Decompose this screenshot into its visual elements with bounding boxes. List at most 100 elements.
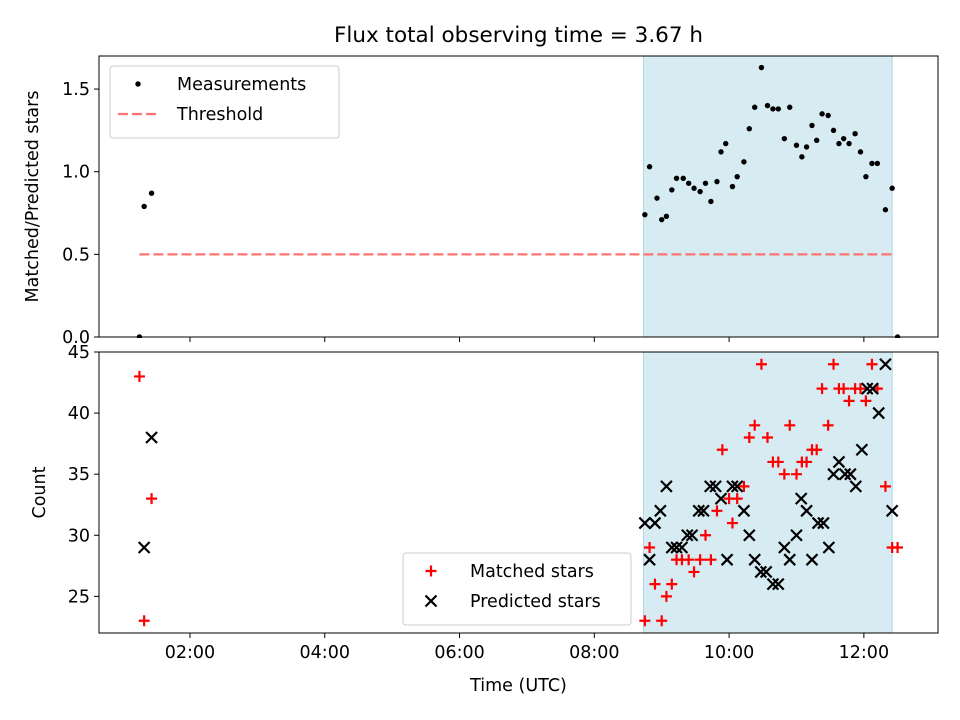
- predicted-stars-point: [866, 382, 879, 395]
- measurements-point: [642, 211, 648, 218]
- y-tick-label: 45: [68, 343, 90, 363]
- measurements-point: [646, 164, 653, 170]
- measurements-point: [697, 188, 703, 195]
- measurements-point: [758, 64, 765, 71]
- matched-stars-point: [822, 419, 834, 431]
- matched-stars-point: [660, 590, 672, 602]
- measurements-point: [852, 130, 858, 137]
- matched-stars-point: [811, 444, 823, 456]
- measurements-point: [799, 154, 805, 160]
- matched-stars-point: [772, 456, 784, 468]
- predicted-stars-series: [137, 357, 899, 591]
- matched-stars-point: [705, 554, 717, 566]
- measurements-point: [729, 183, 736, 190]
- predicted-stars-point: [778, 541, 791, 554]
- y-tick-label: 0.0: [62, 328, 90, 348]
- measurements-point: [741, 159, 747, 165]
- matched-stars-point: [694, 554, 706, 566]
- matched-stars-point: [133, 370, 145, 382]
- predicted-stars-point: [860, 382, 874, 395]
- measurements-point: [659, 216, 665, 223]
- matched-stars-point: [866, 358, 878, 370]
- matched-stars-point: [790, 468, 802, 480]
- measurements-point: [752, 104, 758, 110]
- legend-label: Matched stars: [470, 562, 594, 582]
- matched-stars-point: [666, 578, 678, 590]
- count-legend: Matched stars Predicted stars: [402, 552, 632, 626]
- predicted-stars-point: [805, 553, 819, 566]
- predicted-stars-point: [872, 406, 885, 420]
- predicted-stars-point: [855, 443, 869, 457]
- predicted-stars-point: [726, 480, 739, 493]
- measurements-point: [685, 180, 692, 186]
- legend-label: Predicted stars: [470, 592, 601, 612]
- measurements-point: [663, 213, 670, 220]
- matched-stars-point: [731, 493, 743, 505]
- measurements-point: [830, 127, 837, 134]
- legend-box: [402, 552, 632, 626]
- predicted-stars-point: [643, 553, 656, 566]
- measurements-point: [781, 135, 788, 142]
- predicted-stars-point: [783, 553, 797, 566]
- measurements-point: [793, 142, 800, 148]
- matched-stars-point: [743, 432, 755, 444]
- predicted-stars-point: [714, 492, 728, 505]
- y-tick-label: 1.0: [62, 163, 90, 183]
- measurements-point: [819, 111, 825, 117]
- matched-stars-point: [843, 395, 855, 407]
- legend-label: Measurements: [177, 75, 306, 95]
- legend-label: Threshold: [176, 105, 263, 125]
- predicted-stars-point: [665, 541, 679, 554]
- x-tick-label: 08:00: [569, 643, 619, 663]
- predicted-stars-point: [817, 516, 830, 530]
- predicted-stars-point: [737, 504, 751, 518]
- matched-stars-point: [146, 493, 158, 505]
- measurements-point: [863, 173, 869, 180]
- measurements-point: [718, 149, 724, 155]
- measurements-point: [874, 160, 881, 167]
- ratio-panel-frame: [98, 55, 939, 338]
- predicted-stars-point: [748, 553, 761, 566]
- predicted-stars-point: [743, 528, 756, 542]
- matched-stars-series: [133, 358, 904, 627]
- legend-item-matched-stars: Matched stars: [425, 562, 594, 582]
- legend-item-threshold: Threshold: [118, 105, 263, 125]
- matched-stars-point: [649, 578, 661, 590]
- predicted-stars-point: [709, 480, 722, 493]
- matched-stars-point: [828, 358, 840, 370]
- predicted-stars-point: [685, 528, 699, 542]
- predicted-stars-point: [697, 504, 710, 518]
- legend-handle: [425, 565, 437, 577]
- ratio-legend: Measurements Threshold: [109, 65, 340, 139]
- y-tick-label: 40: [68, 404, 90, 424]
- count-panel-frame: [98, 351, 939, 634]
- predicted-stars-point: [648, 516, 662, 530]
- measurements-point: [673, 175, 680, 182]
- measurements-point: [691, 185, 697, 191]
- predicted-stars-point: [692, 504, 706, 518]
- matched-stars-point: [644, 541, 656, 553]
- predicted-stars-point: [660, 480, 673, 493]
- x-tick-label: 06:00: [434, 643, 484, 663]
- measurements-point: [836, 140, 842, 147]
- matched-stars-point: [778, 468, 790, 480]
- matched-stars-point: [816, 383, 828, 395]
- matched-stars-point: [711, 505, 723, 517]
- measurements-point: [846, 140, 852, 147]
- predicted-stars-point: [822, 541, 836, 554]
- measurements-point: [840, 135, 847, 142]
- measurements-point: [869, 160, 875, 167]
- measurements-point: [809, 122, 815, 129]
- legend-handle: [424, 594, 438, 608]
- measurements-point: [148, 190, 155, 196]
- measurements-point: [714, 178, 720, 185]
- x-axis-label: Time (UTC): [469, 676, 567, 696]
- predicted-stars-point: [670, 541, 683, 554]
- predicted-stars-point: [145, 431, 158, 444]
- legend-box: [109, 65, 340, 139]
- measurements-point: [654, 195, 660, 201]
- matched-stars-point: [700, 529, 712, 541]
- matched-stars-point: [656, 615, 668, 627]
- predicted-stars-point: [811, 516, 825, 530]
